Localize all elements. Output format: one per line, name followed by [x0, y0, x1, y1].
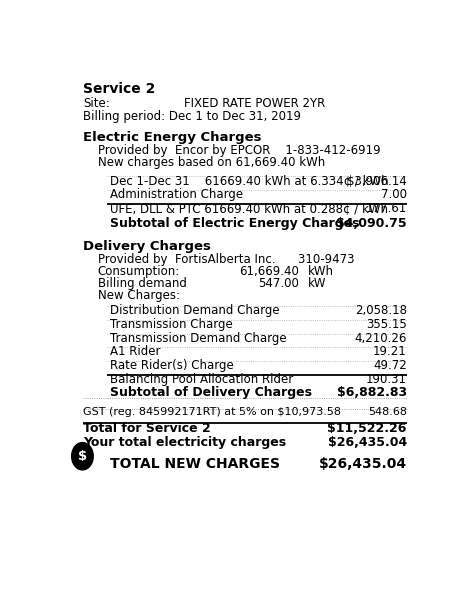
Text: 355.15: 355.15 [365, 318, 406, 331]
Text: 548.68: 548.68 [367, 407, 406, 417]
Text: 49.72: 49.72 [372, 359, 406, 372]
Text: Subtotal of Electric Energy Charges: Subtotal of Electric Energy Charges [110, 217, 359, 230]
Text: Provided by  Encor by EPCOR    1-833-412-6919: Provided by Encor by EPCOR 1-833-412-691… [97, 144, 379, 157]
Text: GST (reg. 845992171RT) at 5% on $10,973.58: GST (reg. 845992171RT) at 5% on $10,973.… [83, 407, 340, 417]
Text: Site:: Site: [83, 98, 110, 111]
Text: 19.21: 19.21 [372, 346, 406, 358]
Text: 61,669.40: 61,669.40 [238, 265, 298, 278]
Text: Transmission Demand Charge: Transmission Demand Charge [110, 332, 286, 345]
Text: Billing demand: Billing demand [97, 277, 186, 290]
Text: New charges based on 61,669.40 kWh: New charges based on 61,669.40 kWh [97, 156, 324, 169]
Text: Subtotal of Delivery Charges: Subtotal of Delivery Charges [110, 387, 312, 400]
Text: 4,210.26: 4,210.26 [354, 332, 406, 345]
Text: Administration Charge: Administration Charge [110, 188, 243, 201]
Text: $: $ [78, 450, 87, 463]
Text: $11,522.26: $11,522.26 [327, 422, 406, 435]
Text: Total for Service 2: Total for Service 2 [83, 422, 211, 435]
Text: Distribution Demand Charge: Distribution Demand Charge [110, 304, 279, 317]
Text: $26,435.04: $26,435.04 [327, 436, 406, 449]
Text: Transmission Charge: Transmission Charge [110, 318, 232, 331]
Text: UFE, DLL & PTC 61669.40 kWh at 0.288¢ / kWh: UFE, DLL & PTC 61669.40 kWh at 0.288¢ / … [110, 202, 388, 215]
Text: Billing period: Dec 1 to Dec 31, 2019: Billing period: Dec 1 to Dec 31, 2019 [83, 110, 300, 123]
Text: Service 2: Service 2 [83, 82, 155, 96]
Text: 547.00: 547.00 [257, 277, 298, 290]
Text: $4,090.75: $4,090.75 [336, 217, 406, 230]
Text: Dec 1-Dec 31    61669.40 kWh at 6.334¢ / kWh: Dec 1-Dec 31 61669.40 kWh at 6.334¢ / kW… [110, 175, 388, 188]
Text: TOTAL NEW CHARGES: TOTAL NEW CHARGES [110, 456, 280, 471]
Text: 7.00: 7.00 [380, 188, 406, 201]
Text: 177.61: 177.61 [365, 202, 406, 215]
Text: $26,435.04: $26,435.04 [318, 456, 406, 471]
Text: 2,058.18: 2,058.18 [354, 304, 406, 317]
Text: 190.31: 190.31 [365, 373, 406, 386]
Text: Electric Energy Charges: Electric Energy Charges [83, 131, 261, 144]
Text: Consumption:: Consumption: [97, 265, 180, 278]
Text: $3,906.14: $3,906.14 [346, 175, 406, 188]
Text: $6,882.83: $6,882.83 [336, 387, 406, 400]
Text: Rate Rider(s) Charge: Rate Rider(s) Charge [110, 359, 233, 372]
Text: Provided by  FortisAlberta Inc.      310-9473: Provided by FortisAlberta Inc. 310-9473 [97, 253, 353, 266]
Text: kWh: kWh [307, 265, 333, 278]
Circle shape [71, 443, 93, 470]
Text: kW: kW [307, 277, 325, 290]
Text: Balancing Pool Allocation Rider: Balancing Pool Allocation Rider [110, 373, 293, 386]
Text: Delivery Charges: Delivery Charges [83, 240, 211, 253]
Text: FIXED RATE POWER 2YR: FIXED RATE POWER 2YR [183, 98, 325, 111]
Text: A1 Rider: A1 Rider [110, 346, 160, 358]
Text: New Charges:: New Charges: [97, 289, 179, 302]
Text: Your total electricity charges: Your total electricity charges [83, 436, 286, 449]
